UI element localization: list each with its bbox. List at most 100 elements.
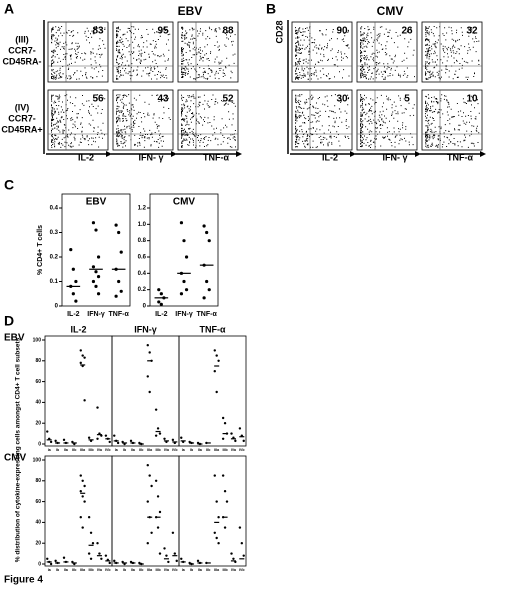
x-tick-label: IIIa — [80, 568, 85, 572]
data-point — [184, 255, 189, 259]
x-tick-label: IIIa — [80, 448, 85, 452]
plot-frame — [111, 455, 180, 567]
x-tick-label: IVb — [172, 448, 177, 452]
data-point — [184, 288, 189, 292]
x-tick-label: IFN-γ — [175, 311, 193, 318]
data-point — [230, 432, 233, 435]
x-tick-label: IIa — [198, 568, 202, 572]
data-point — [148, 390, 151, 394]
data-point — [175, 559, 178, 563]
data-point — [213, 474, 216, 477]
caption: Figure 4 — [4, 575, 43, 586]
column-title: IFN-γ — [134, 324, 157, 334]
data-point — [221, 437, 225, 440]
data-point — [79, 490, 82, 493]
flow-plot-frame — [291, 21, 353, 83]
x-tick-label: IIb — [206, 448, 210, 452]
plot-frame — [149, 193, 219, 307]
y-tick-label: 40 — [35, 520, 41, 526]
y-tick-label: 1.0 — [138, 222, 147, 228]
x-tick-label: Ib — [56, 568, 59, 572]
data-point — [71, 267, 75, 271]
x-tick-label: Ib — [123, 568, 126, 572]
panel-label: A — [4, 1, 14, 17]
x-tick-label: IIIa — [214, 568, 219, 572]
data-point — [215, 536, 218, 540]
data-point — [158, 432, 162, 435]
data-point — [91, 265, 96, 269]
data-point — [205, 230, 209, 235]
data-point — [81, 479, 84, 482]
data-point — [159, 292, 163, 296]
data-point — [83, 399, 86, 402]
data-point — [94, 284, 98, 288]
data-point — [207, 288, 211, 292]
data-point — [242, 439, 245, 443]
x-tick-label: IIIb — [156, 568, 161, 572]
flow-dots — [360, 94, 415, 148]
data-point — [150, 484, 153, 488]
data-point — [96, 275, 101, 279]
x-tick-label: IVb — [105, 568, 110, 572]
data-point — [205, 279, 209, 284]
data-point — [79, 349, 82, 352]
x-tick-label: IVb — [105, 448, 110, 452]
data-point — [79, 516, 82, 519]
data-point — [62, 556, 66, 559]
x-tick-label: Ia — [182, 568, 185, 572]
quadrant-value: 95 — [157, 26, 169, 37]
data-point — [81, 526, 84, 529]
row-label: (IV) — [15, 102, 30, 112]
data-point — [215, 500, 218, 503]
y-tick-label: 1.2 — [138, 206, 147, 212]
data-point — [98, 552, 101, 555]
data-point — [232, 557, 235, 560]
flow-plot-frame — [47, 21, 109, 83]
y-tick-label: 0.1 — [50, 279, 59, 285]
y-axis-label: % distribution of cytokine-expressing ce… — [15, 337, 22, 562]
data-point — [81, 354, 84, 357]
y-tick-label: 0 — [38, 441, 41, 447]
data-point — [146, 464, 149, 467]
quadrant-value: 90 — [336, 26, 348, 37]
y-tick-label: 0.4 — [138, 271, 147, 277]
y-tick-label: 0 — [143, 304, 147, 310]
x-tick-label: IIIb — [89, 568, 94, 572]
data-point — [87, 436, 91, 439]
x-tick-label: IIIb — [89, 448, 94, 452]
data-point — [91, 542, 95, 545]
x-tick-label: TNF-α — [109, 311, 130, 318]
data-point — [96, 255, 101, 259]
flow-plot-frame — [112, 21, 174, 83]
quadrant-value: 10 — [466, 94, 478, 105]
flow-plot-frame — [177, 89, 239, 151]
data-point — [180, 557, 183, 560]
data-point — [87, 516, 91, 519]
data-point — [83, 484, 86, 488]
data-point — [117, 230, 121, 235]
y-tick-label: 40 — [35, 400, 41, 406]
flow-plot-frame — [291, 89, 353, 151]
data-point — [158, 510, 162, 514]
x-axis-label: IFN- γ — [382, 152, 407, 162]
data-point — [113, 559, 116, 563]
data-point — [129, 439, 133, 443]
x-tick-label: IVa — [97, 568, 102, 572]
x-tick-label: Ia — [48, 568, 51, 572]
row-label: CCR7- — [8, 113, 36, 123]
y-tick-label: 0.3 — [50, 230, 59, 236]
x-axis-label: TNF-α — [447, 152, 473, 162]
x-tick-label: IIIb — [223, 568, 228, 572]
y-tick-label: 0.6 — [138, 255, 147, 261]
y-tick-label: 20 — [35, 541, 41, 547]
data-point — [213, 370, 216, 373]
data-point — [119, 289, 123, 293]
data-point — [49, 440, 53, 444]
data-point — [116, 441, 120, 445]
data-point — [240, 542, 244, 545]
data-point — [96, 406, 99, 409]
x-tick-label: IIIa — [147, 448, 152, 452]
row-label: CCR7- — [8, 45, 36, 55]
data-point — [163, 437, 166, 440]
